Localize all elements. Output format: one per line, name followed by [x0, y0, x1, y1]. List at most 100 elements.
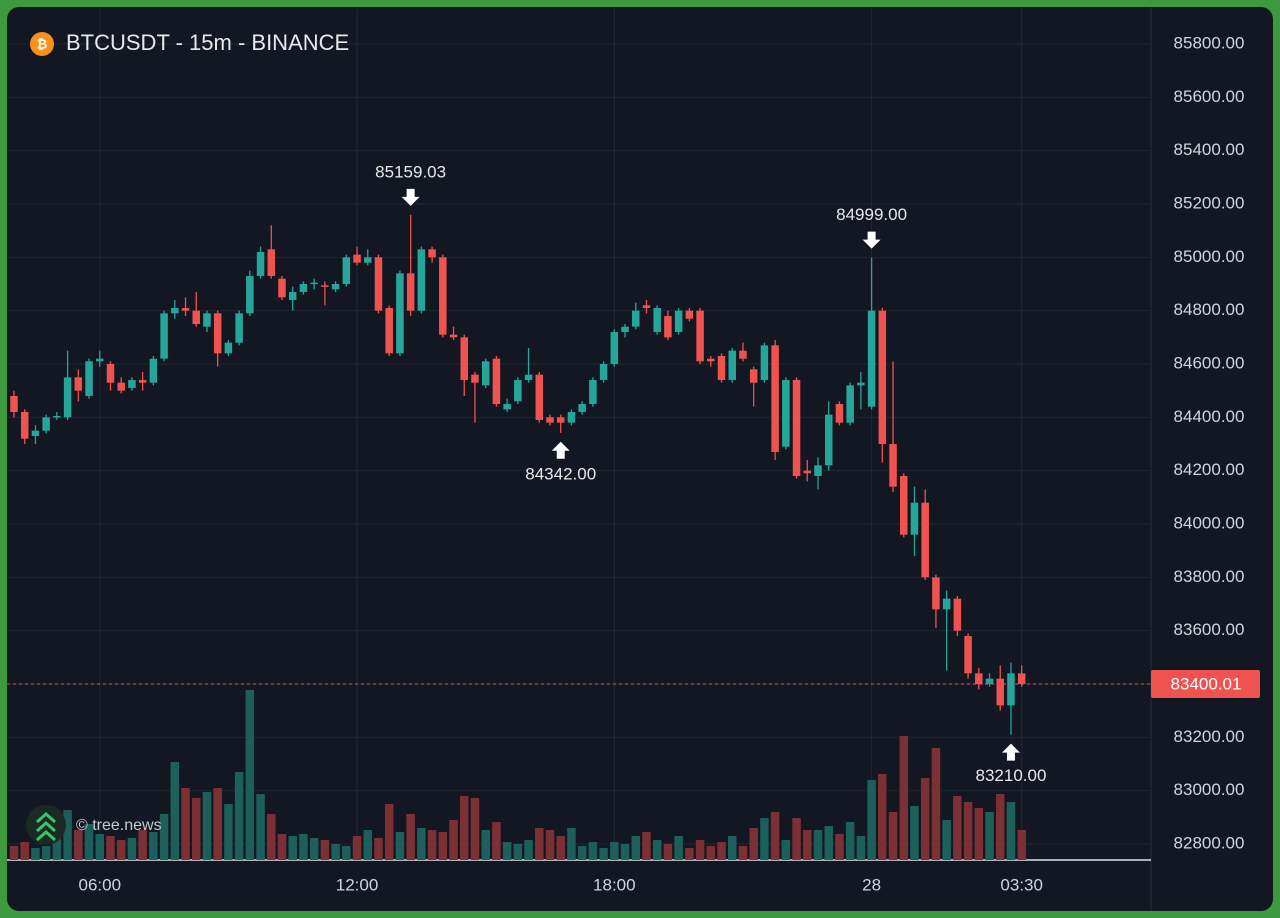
candle-body — [1017, 673, 1026, 684]
volume-bar — [835, 834, 844, 860]
y-tick-label: 84600.00 — [1174, 353, 1245, 372]
candle-body — [20, 412, 29, 439]
volume-bar — [567, 828, 576, 860]
volume-bar — [824, 826, 833, 860]
volume-bar — [106, 836, 115, 860]
volume-bar — [856, 836, 866, 860]
x-tick-label: 12:00 — [336, 875, 379, 894]
bitcoin-icon-glyph: ₿ — [37, 36, 48, 51]
volume-bar — [760, 818, 769, 860]
volume-bar — [781, 840, 791, 860]
volume-bar — [299, 834, 308, 860]
annotation-arrow — [401, 188, 420, 206]
volume-bar — [1006, 802, 1016, 860]
volume-bar — [599, 848, 608, 860]
candles — [10, 214, 1026, 735]
volume-bar — [202, 792, 212, 860]
x-tick-label: 06:00 — [78, 875, 121, 894]
candle-body — [942, 598, 951, 610]
volume-bar — [502, 842, 512, 860]
volume-bar — [417, 828, 426, 860]
candle-body — [460, 337, 468, 380]
candle-body — [921, 502, 929, 578]
candle-body — [556, 417, 565, 423]
volume-bar — [685, 848, 694, 860]
volume-bar — [95, 834, 105, 860]
volume-bar — [363, 830, 373, 860]
candle-body — [213, 313, 222, 354]
volume-bar — [588, 842, 598, 860]
annotation-label: 83210.00 — [976, 766, 1047, 785]
volume-bar — [727, 836, 737, 860]
y-tick-label: 83200.00 — [1174, 727, 1245, 746]
candle-body — [589, 380, 597, 404]
candle-body — [396, 273, 404, 354]
candle-body — [428, 249, 436, 258]
volume-bar — [663, 844, 673, 860]
y-tick-label: 84000.00 — [1174, 513, 1245, 532]
bitcoin-icon — [30, 32, 54, 56]
y-tick-label: 85400.00 — [1174, 140, 1245, 159]
candle-body — [975, 673, 983, 684]
volume-bar — [9, 846, 19, 860]
candle-body — [696, 310, 704, 362]
candle-body — [567, 412, 576, 423]
candle-body — [782, 380, 790, 447]
candle-body — [85, 361, 93, 396]
volume-bar — [127, 838, 137, 860]
volume-bar — [867, 780, 876, 860]
last-price-label: 83400.01 — [1171, 674, 1242, 693]
volume-bar — [438, 832, 448, 860]
candle-body — [707, 358, 715, 362]
volume-bar — [395, 832, 405, 860]
volume-bar — [352, 836, 362, 860]
volume-bar — [813, 830, 823, 860]
candle-body — [10, 396, 18, 412]
x-tick-label: 28 — [862, 875, 881, 894]
candle-body — [96, 358, 104, 362]
candle-body — [610, 332, 619, 364]
volume-bar — [52, 838, 62, 860]
annotation-arrow — [1001, 743, 1020, 761]
candle-body — [31, 430, 40, 436]
candle-body — [53, 416, 61, 418]
candle-body — [814, 465, 822, 476]
candle-body — [878, 310, 887, 444]
candle-body — [910, 502, 919, 535]
volume-bar — [74, 830, 83, 860]
candle-body — [321, 285, 329, 287]
volume-bar — [41, 846, 51, 860]
candle-body — [900, 476, 908, 535]
volume-bar — [481, 830, 490, 860]
volume-bars — [9, 690, 1026, 860]
candle-body — [171, 308, 179, 314]
volume-bar — [545, 830, 555, 860]
candle-body — [439, 257, 447, 335]
y-tick-label: 83600.00 — [1174, 620, 1245, 639]
candle-body — [117, 382, 125, 391]
candle-body — [192, 310, 200, 324]
candle-body — [546, 417, 554, 423]
candle-body — [288, 292, 297, 300]
candle-body — [160, 313, 168, 359]
candle-body — [406, 273, 415, 311]
candle-body — [792, 380, 801, 476]
candle-body — [417, 249, 426, 311]
volume-bar — [910, 806, 919, 860]
volume-bar — [224, 804, 233, 860]
volume-bar — [288, 836, 297, 860]
watermark-logo-chevrons — [36, 811, 56, 842]
candle-body — [674, 310, 683, 332]
volume-bar — [878, 774, 887, 860]
annotation-arrow — [862, 231, 881, 249]
annotation-label: 84999.00 — [836, 205, 907, 224]
volume-bar — [556, 836, 565, 860]
volume-bar — [277, 834, 287, 860]
y-tick-label: 82800.00 — [1174, 833, 1245, 852]
candle-body — [578, 404, 586, 412]
annotation-label: 84342.00 — [525, 464, 596, 483]
volume-bar — [1017, 830, 1026, 860]
volume-bar — [674, 836, 683, 860]
volume-bar — [738, 846, 748, 860]
volume-bar — [470, 798, 480, 860]
